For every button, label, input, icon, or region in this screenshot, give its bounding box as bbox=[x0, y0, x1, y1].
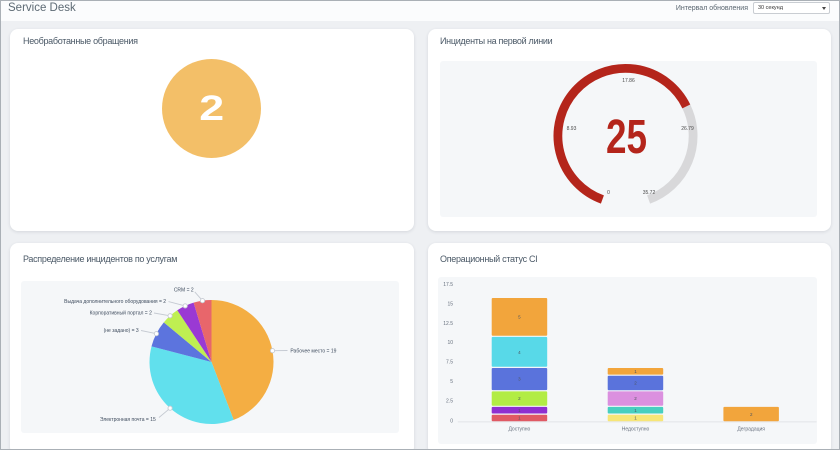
svg-text:17.86: 17.86 bbox=[622, 78, 635, 84]
svg-text:5: 5 bbox=[518, 315, 521, 320]
svg-text:(не задано) = 3: (не задано) = 3 bbox=[104, 328, 139, 334]
svg-text:0: 0 bbox=[607, 190, 610, 196]
svg-text:1: 1 bbox=[518, 408, 521, 413]
svg-text:0: 0 bbox=[450, 418, 453, 424]
svg-text:10: 10 bbox=[447, 340, 453, 346]
svg-text:7.5: 7.5 bbox=[446, 360, 453, 366]
svg-text:17.5: 17.5 bbox=[443, 282, 453, 288]
svg-text:Корпоративный портал = 2: Корпоративный портал = 2 bbox=[90, 310, 152, 317]
svg-text:15: 15 bbox=[447, 302, 453, 308]
svg-text:12.5: 12.5 bbox=[443, 321, 453, 327]
svg-text:3: 3 bbox=[518, 377, 521, 382]
svg-text:2: 2 bbox=[518, 396, 521, 401]
svg-text:Выдача дополнительного оборудо: Выдача дополнительного оборудования = 2 bbox=[64, 299, 166, 305]
svg-text:2.5: 2.5 bbox=[446, 398, 453, 404]
svg-text:2: 2 bbox=[750, 412, 753, 417]
svg-text:2: 2 bbox=[634, 396, 637, 401]
svg-text:2: 2 bbox=[634, 381, 637, 386]
svg-text:1: 1 bbox=[634, 416, 637, 421]
svg-text:Электронная почта = 15: Электронная почта = 15 bbox=[100, 417, 156, 423]
svg-text:8.93: 8.93 bbox=[567, 126, 577, 132]
svg-text:Доступно: Доступно bbox=[508, 426, 530, 432]
svg-text:5: 5 bbox=[450, 379, 453, 385]
svg-text:35.72: 35.72 bbox=[643, 190, 656, 196]
svg-text:26.79: 26.79 bbox=[681, 126, 694, 132]
svg-text:Деградация: Деградация bbox=[737, 426, 765, 432]
svg-text:CRM = 2: CRM = 2 bbox=[174, 288, 194, 294]
svg-text:1: 1 bbox=[634, 408, 637, 413]
svg-text:25: 25 bbox=[606, 111, 647, 164]
svg-text:Рабочее место = 19: Рабочее место = 19 bbox=[290, 348, 336, 354]
svg-text:1: 1 bbox=[518, 416, 521, 421]
svg-text:4: 4 bbox=[518, 350, 521, 355]
svg-text:Недоступно: Недоступно bbox=[622, 426, 650, 432]
svg-text:1: 1 bbox=[634, 369, 637, 374]
